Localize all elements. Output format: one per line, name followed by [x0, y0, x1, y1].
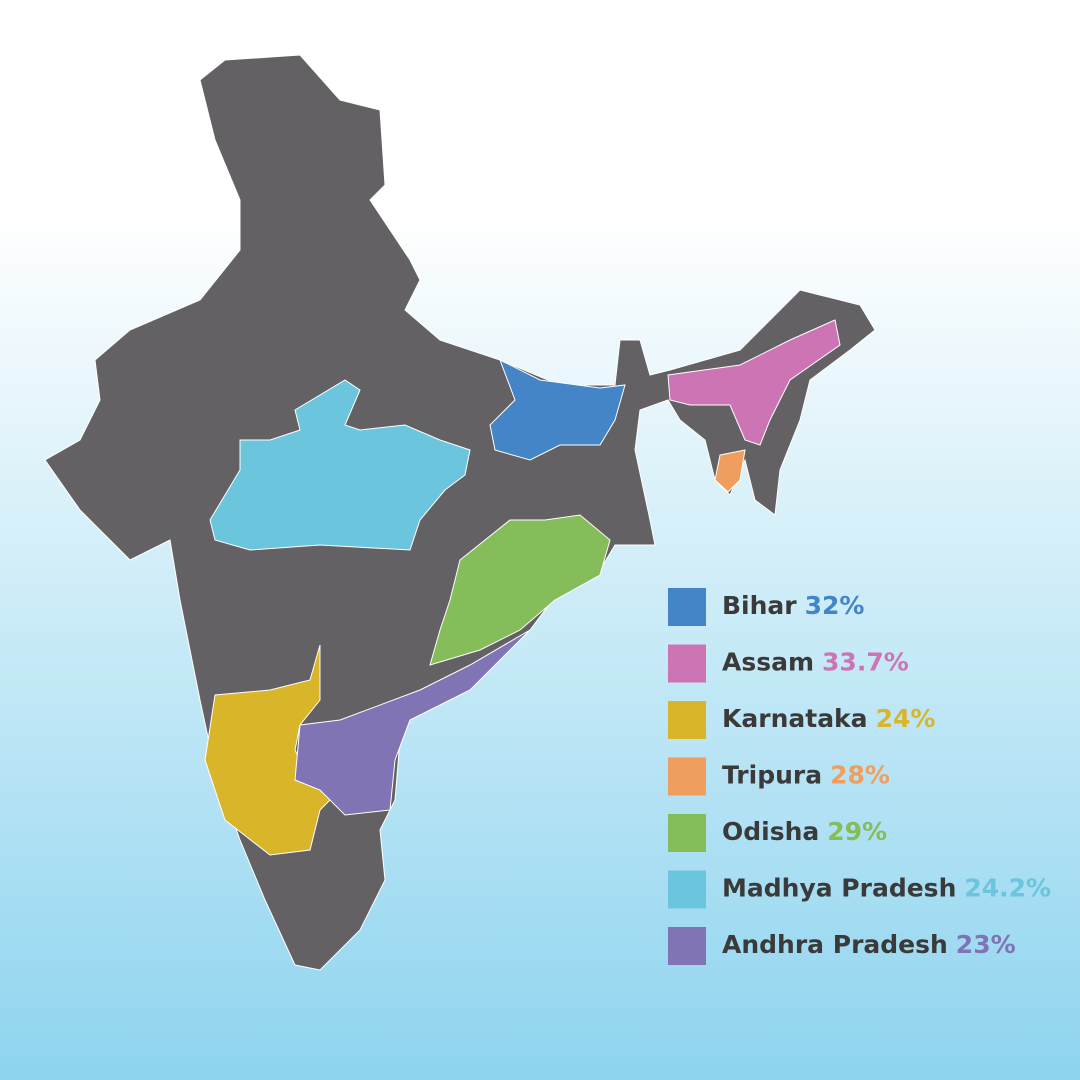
legend-label: Bihar 32% — [722, 591, 864, 620]
legend-swatch — [668, 870, 706, 909]
legend-label: Assam 33.7% — [722, 648, 909, 677]
state-value: 33.7% — [822, 648, 909, 677]
state-value: 28% — [830, 761, 890, 790]
state-region — [489, 358, 626, 461]
state-name: Karnataka — [722, 704, 868, 733]
state-value: 29% — [827, 817, 887, 846]
state-name: Andhra Pradesh — [722, 930, 948, 959]
legend-label: Odisha 29% — [722, 817, 887, 846]
state-name: Odisha — [722, 817, 819, 846]
legend-swatch — [668, 588, 706, 626]
state-region — [204, 644, 341, 856]
state-value: 24% — [876, 704, 936, 733]
state-name: Madhya Pradesh — [722, 874, 956, 903]
state-value: 24.2% — [964, 874, 1051, 903]
state-value: 32% — [805, 591, 865, 620]
state-name: Tripura — [722, 761, 822, 790]
state-region — [667, 319, 841, 446]
state-name: Bihar — [722, 591, 797, 620]
state-name: Assam — [722, 648, 814, 677]
legend: Bihar 32% Assam 33.7% Karnataka 24% Tripura 28%… — [668, 588, 1051, 965]
state-region — [429, 514, 611, 666]
legend-swatch — [668, 927, 706, 965]
legend-label: Karnataka 24% — [722, 704, 935, 733]
legend-label: Andhra Pradesh 23% — [722, 930, 1016, 959]
legend-label: Madhya Pradesh 24.2% — [722, 874, 1051, 903]
legend-swatch — [668, 701, 706, 739]
state-region — [294, 629, 531, 816]
state-value: 23% — [956, 930, 1016, 959]
state-region — [714, 449, 746, 493]
legend-swatch — [668, 644, 706, 683]
legend-label: Tripura 28% — [722, 761, 890, 790]
legend-swatch — [668, 814, 706, 852]
legend-swatch — [668, 757, 706, 796]
state-region — [209, 379, 471, 551]
